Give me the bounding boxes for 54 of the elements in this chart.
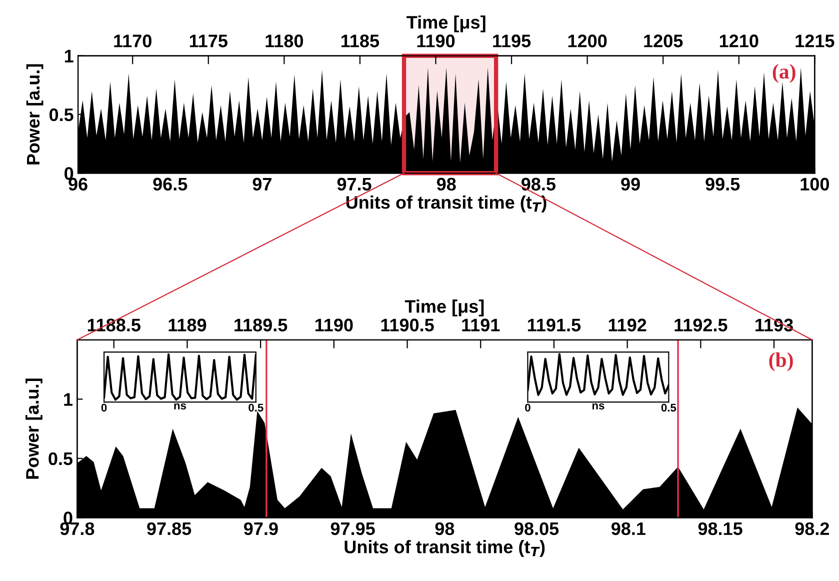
y-tick-label: 0.5 xyxy=(48,452,73,466)
x-tick-label: 98.1 xyxy=(611,522,646,536)
x-tick-label: 97.95 xyxy=(330,522,375,536)
x-tick-label: 97 xyxy=(252,178,272,191)
y-tick-label: 0 xyxy=(64,167,74,180)
x-tick-label: 97.85 xyxy=(147,522,192,536)
x2-axis-title: Time [μs] xyxy=(406,15,486,32)
x2-tick-label: 1185 xyxy=(342,34,380,48)
x2-tick-label: 1210 xyxy=(720,34,758,48)
x-tick-label: 96 xyxy=(68,178,88,191)
x2-tick-label: 1170 xyxy=(114,34,152,48)
x2-tick-label: 1205 xyxy=(644,34,683,48)
annotation: (a) xyxy=(772,64,796,83)
x-tick-label: 98.5 xyxy=(521,178,556,191)
x-tick-label: 0.5 xyxy=(661,404,676,412)
x-tick-label: 96.5 xyxy=(153,178,188,191)
x2-tick-label: 1190 xyxy=(417,34,455,48)
x2-tick-label: 1189 xyxy=(168,318,206,332)
x2-tick-label: 1180 xyxy=(266,34,304,48)
x-tick-label: 97.9 xyxy=(244,522,278,536)
x-axis-title: Units of transit time (t$_{T}$) xyxy=(344,540,545,557)
x-axis-title: ns xyxy=(174,403,186,410)
y-tick-label: 1 xyxy=(64,393,73,406)
x-tick-label: 0 xyxy=(101,404,107,412)
x-tick-label: 97.8 xyxy=(60,522,94,536)
x-tick-label: 98 xyxy=(435,522,454,536)
x2-tick-label: 1189.5 xyxy=(234,318,288,332)
x-tick-label: 100 xyxy=(800,178,829,191)
x2-tick-label: 1190.5 xyxy=(381,318,434,332)
x2-tick-label: 1190 xyxy=(315,318,353,332)
x-tick-label: 99.5 xyxy=(706,178,740,191)
y-tick-label: 1 xyxy=(64,50,74,62)
x2-tick-label: 1191.5 xyxy=(528,318,581,332)
x-tick-label: 0 xyxy=(525,404,530,412)
x-tick-label: 98.05 xyxy=(514,522,559,536)
x2-tick-label: 1192 xyxy=(608,318,646,332)
x2-tick-label: 1192.5 xyxy=(674,318,728,332)
x-tick-label: 0.5 xyxy=(248,404,264,412)
x-axis-title: ns xyxy=(592,403,604,410)
y-tick-label: 0.5 xyxy=(49,108,74,122)
x2-tick-label: 1191 xyxy=(462,318,500,332)
x-tick-label: 97.5 xyxy=(337,178,372,191)
x2-tick-label: 1175 xyxy=(190,34,228,48)
x2-axis-title: Time [μs] xyxy=(404,300,484,316)
y-axis-title: Power [a.u.] xyxy=(26,378,42,479)
x-tick-label: 98.2 xyxy=(795,522,829,536)
x-tick-label: 98.15 xyxy=(698,522,742,536)
x2-tick-label: 1215 xyxy=(796,34,834,48)
annotation: (b) xyxy=(769,352,793,372)
y-axis-title: Power [a.u.] xyxy=(26,64,44,164)
x-tick-label: 99 xyxy=(621,178,640,191)
x-tick-label: 98 xyxy=(436,178,456,191)
x2-tick-label: 1200 xyxy=(568,34,607,48)
x2-tick-label: 1195 xyxy=(493,34,531,48)
